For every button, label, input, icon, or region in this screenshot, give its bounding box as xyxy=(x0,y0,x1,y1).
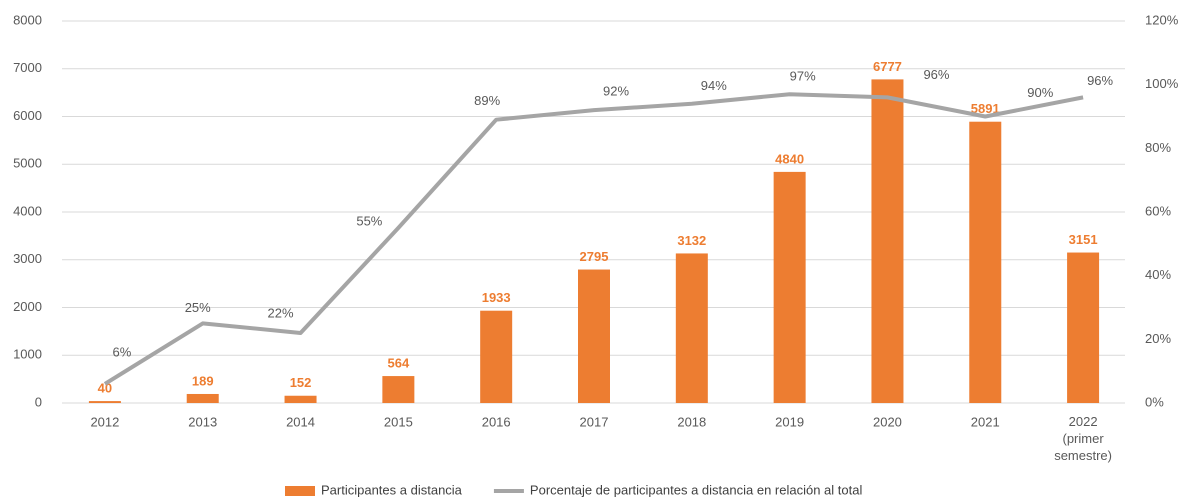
bar-value-label: 5891 xyxy=(971,101,1000,116)
x-tick-label: 2018 xyxy=(677,414,706,429)
y-tick-label: 2000 xyxy=(13,299,42,314)
y2-tick-label: 80% xyxy=(1145,140,1171,155)
legend-label: Porcentaje de participantes a distancia … xyxy=(530,482,863,497)
bar-value-label: 40 xyxy=(98,381,112,396)
y-tick-label: 3000 xyxy=(13,251,42,266)
x-tick-label: 2021 xyxy=(971,414,1000,429)
y2-tick-label: 20% xyxy=(1145,331,1171,346)
line-value-label: 90% xyxy=(1027,85,1053,100)
x-tick-label: 2013 xyxy=(188,414,217,429)
bar xyxy=(186,393,219,403)
bar xyxy=(871,79,904,403)
x-tick-label: 2019 xyxy=(775,414,804,429)
y-tick-label: 0 xyxy=(35,394,42,409)
bar-value-label: 3132 xyxy=(677,233,706,248)
line xyxy=(103,92,1084,386)
y-tick-label: 4000 xyxy=(13,203,42,218)
bar xyxy=(675,253,708,403)
bar xyxy=(284,395,317,403)
bar-value-label: 6777 xyxy=(873,59,902,74)
line-value-label: 55% xyxy=(356,213,382,228)
y2-tick-label: 60% xyxy=(1145,203,1171,218)
y2-tick-label: 0% xyxy=(1145,394,1164,409)
line-value-label: 94% xyxy=(701,78,727,93)
bar-value-label: 2795 xyxy=(580,249,609,264)
bar xyxy=(773,171,806,403)
line-value-label: 97% xyxy=(790,69,816,84)
bar-value-label: 152 xyxy=(290,375,312,390)
legend-label: Participantes a distancia xyxy=(321,482,463,497)
line-value-label: 6% xyxy=(113,344,132,359)
line-value-label: 96% xyxy=(923,67,949,82)
bar-value-label: 4840 xyxy=(775,151,804,166)
line-value-label: 89% xyxy=(474,93,500,108)
line-value-label: 25% xyxy=(185,300,211,315)
bar xyxy=(480,310,513,403)
line-value-label: 22% xyxy=(268,305,294,320)
bar xyxy=(969,121,1002,404)
line-value-label: 92% xyxy=(603,84,629,99)
y2-tick-label: 120% xyxy=(1145,12,1179,27)
y-tick-label: 8000 xyxy=(13,12,42,27)
bar xyxy=(88,401,121,403)
bar-value-label: 189 xyxy=(192,373,214,388)
bar xyxy=(578,269,610,403)
legend-swatch xyxy=(285,486,315,496)
x-tick-label: 2020 xyxy=(873,414,902,429)
x-tick-label: 2015 xyxy=(384,414,413,429)
x-tick-label: 2014 xyxy=(286,414,315,429)
x-tick-label: 2022 (primer semestre) xyxy=(1054,414,1112,463)
y-tick-label: 6000 xyxy=(13,108,42,123)
y-tick-label: 7000 xyxy=(13,60,42,75)
y2-tick-label: 100% xyxy=(1145,76,1179,91)
line-value-label: 96% xyxy=(1087,73,1113,88)
bar-value-label: 3151 xyxy=(1069,232,1098,247)
bar xyxy=(382,376,415,403)
x-tick-label: 2016 xyxy=(482,414,511,429)
x-tick-label: 2012 xyxy=(90,414,119,429)
y-tick-label: 5000 xyxy=(13,156,42,171)
bar xyxy=(1067,252,1100,403)
y2-tick-label: 40% xyxy=(1145,267,1171,282)
bar-value-label: 564 xyxy=(388,356,410,371)
bar-value-label: 1933 xyxy=(482,290,511,305)
x-tick-label: 2017 xyxy=(580,414,609,429)
y-tick-label: 1000 xyxy=(13,347,42,362)
